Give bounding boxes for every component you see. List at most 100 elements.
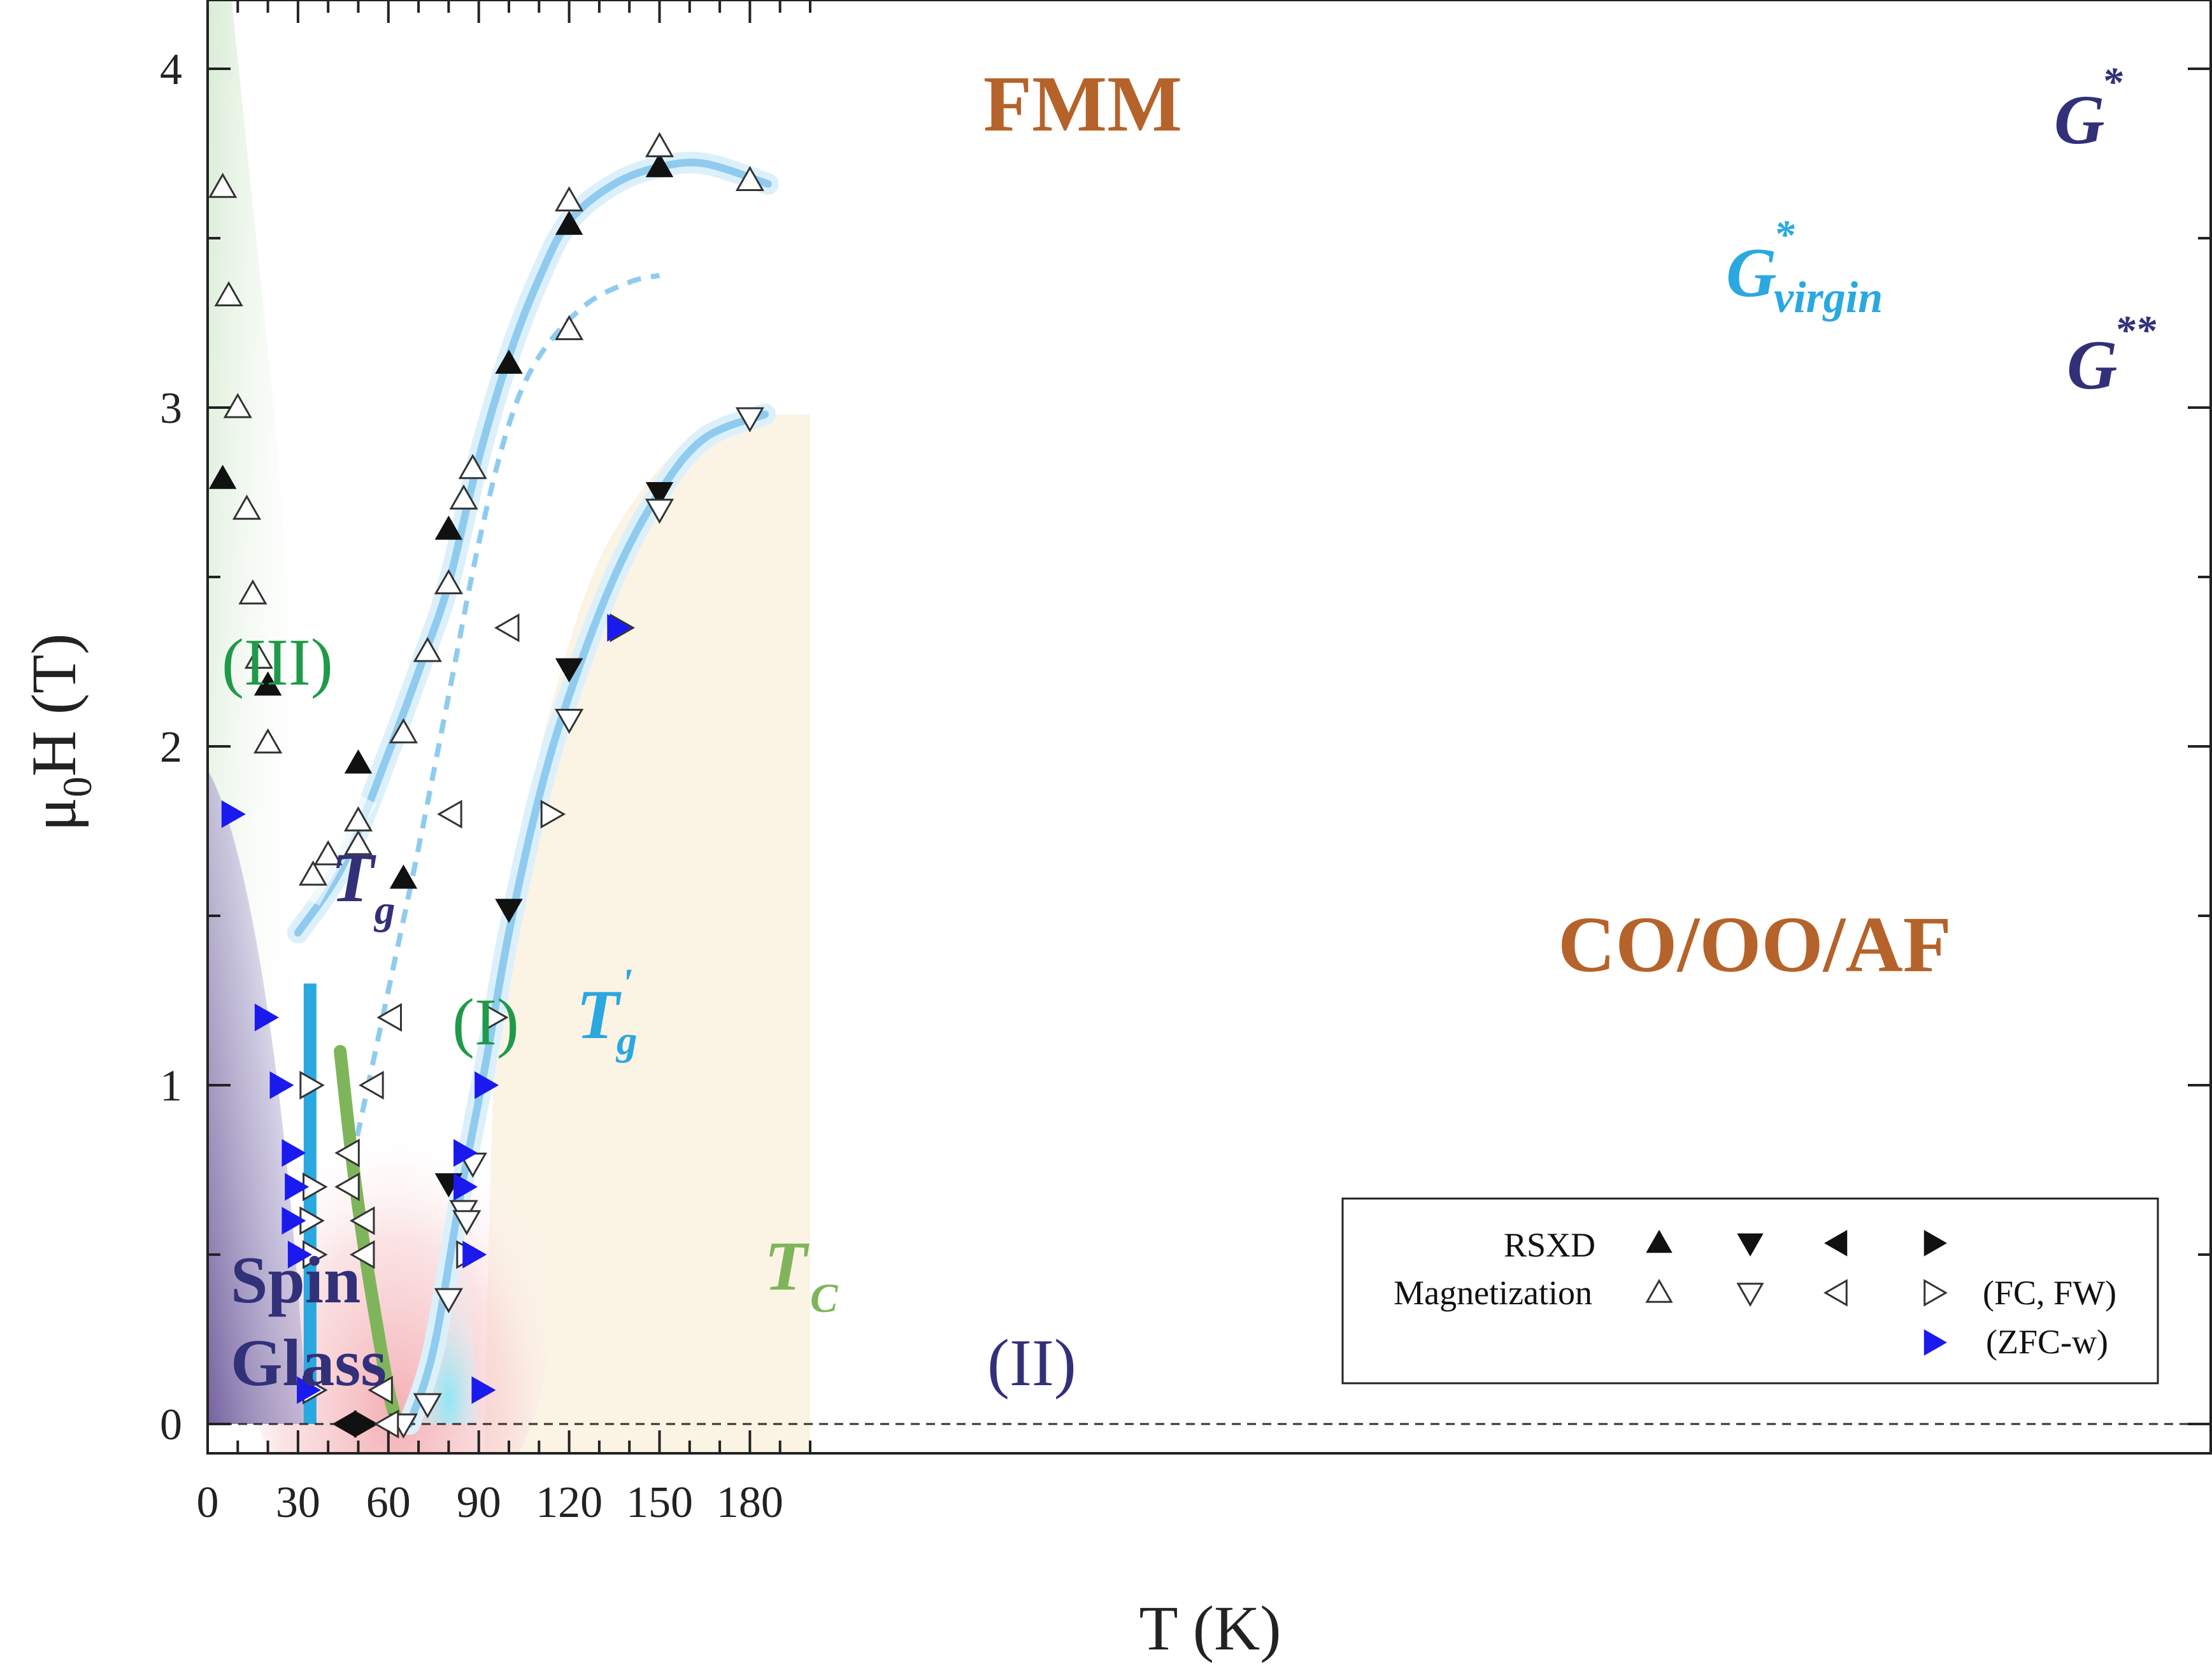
data-point-triangle-up-open (253, 728, 283, 754)
y-axis-title-sub: 0 (55, 776, 101, 797)
data-point-triangle-up-open (458, 453, 487, 480)
data-point-triangle-up-open (214, 281, 243, 306)
y-tick-label: 0 (160, 1400, 182, 1449)
data-point-triangle-up-open (313, 840, 343, 865)
tg-prime-sub: g (615, 1018, 638, 1064)
data-point-triangle-up-filled (495, 349, 523, 374)
data-point-triangle-right-blue (453, 1172, 478, 1201)
region-label-iii: (III) (222, 625, 333, 699)
data-point-triangle-up-open (223, 392, 252, 418)
data-point-triangle-up-filled (253, 671, 282, 696)
data-point-triangle-left-open (437, 799, 462, 829)
legend-marker-mag-triangle-down (1736, 1283, 1764, 1307)
data-point-triangle-right-blue (282, 1207, 306, 1235)
x-tick-label: 120 (536, 1478, 603, 1527)
tc-letter: T (764, 1227, 810, 1305)
data-point-triangle-up-open (413, 637, 442, 662)
x-tick-label: 90 (457, 1478, 501, 1527)
data-point-triangle-left-open (367, 1376, 393, 1405)
data-point-triangle-right-blue (462, 1241, 487, 1269)
x-tick-label: 0 (197, 1478, 219, 1527)
tg-prime-letter: T (576, 976, 622, 1053)
data-point-triangle-right-filled (353, 1410, 378, 1438)
legend-marker-mag-triangle-left (1823, 1279, 1848, 1307)
data-point-triangle-left-open (334, 1138, 360, 1167)
data-point-triangle-left-open (349, 1240, 375, 1269)
data-point-triangle-right-open (299, 1071, 325, 1100)
region-label-i: (I) (452, 985, 519, 1059)
data-point-triangle-up-filled (389, 864, 418, 889)
data-point-triangle-left-open (349, 1206, 375, 1235)
data-point-triangle-right-blue (475, 1071, 499, 1099)
data-point-triangle-up-filled (208, 464, 237, 489)
y-tick-label: 1 (160, 1062, 182, 1111)
region-label-spin: Spin (231, 1242, 360, 1317)
x-tick-label: 150 (626, 1478, 693, 1527)
y-tick-label: 4 (160, 45, 182, 94)
x-tick-label: 180 (717, 1478, 783, 1527)
data-point-triangle-right-blue (282, 1139, 306, 1167)
data-point-triangle-left-open (334, 1172, 360, 1202)
legend-marker-rsxd-triangle-left (1823, 1230, 1848, 1257)
legend: RSXD Magnetization (FC, FW) (ZFC-w) (1341, 1197, 2159, 1385)
data-point-triangle-up-open (645, 132, 674, 157)
line-g-virgin (350, 273, 660, 1160)
tg-sub: g (373, 887, 396, 933)
y-axis-title: μ0H (T) (18, 633, 101, 831)
data-point-triangle-right-blue (285, 1172, 310, 1201)
tg-prime-sup: ' (621, 960, 632, 1006)
legend-mag-label: Magnetization (1394, 1274, 1592, 1312)
data-point-triangle-up-open (343, 830, 373, 855)
data-point-triangle-up-open (555, 315, 584, 341)
legend-marker-mag-triangle-right (1923, 1279, 1948, 1307)
data-point-triangle-down-filled (645, 482, 674, 507)
data-point-triangle-up-filled (344, 749, 373, 774)
g-star-sup: * (2102, 59, 2123, 105)
g-star-star-letter: G (2067, 326, 2117, 404)
x-tick-label: 60 (366, 1478, 411, 1527)
data-point-triangle-up-open (232, 494, 262, 520)
y-axis-title-rest: H (T) (18, 633, 89, 776)
data-point-triangle-up-filled (434, 515, 463, 540)
data-point-triangle-down-open (434, 1288, 463, 1314)
legend-marker-rsxd-triangle-down (1737, 1233, 1764, 1257)
data-point-triangle-up-open (238, 579, 268, 605)
data-point-triangle-right-blue (471, 1376, 496, 1404)
data-point-triangle-up-open (449, 484, 478, 510)
label-g-virgin: G * virgin (1726, 212, 1883, 322)
region-label-ii: (II) (987, 1325, 1076, 1400)
g-star-letter: G (2054, 81, 2104, 159)
data-point-triangle-right-blue (287, 1241, 312, 1269)
g-star-star-sup: ** (2115, 308, 2157, 353)
label-g-star-star: G ** (2067, 308, 2157, 404)
label-tg: T g (331, 839, 396, 933)
legend-zfc-note: (ZFC-w) (1986, 1323, 2108, 1361)
y-axis-title-mu: μ (18, 797, 89, 832)
data-point-triangle-left-open (494, 613, 520, 643)
data-point-triangle-down-open (452, 1210, 482, 1235)
g-virgin-sub: virgin (1774, 273, 1883, 322)
data-point-triangle-up-open (389, 718, 418, 744)
data-point-triangle-down-open (645, 499, 674, 524)
legend-mag-note: (FC, FW) (1983, 1274, 2116, 1312)
plot-frame (206, 0, 2212, 1455)
data-point-triangle-right-open (540, 799, 566, 829)
data-point-triangle-right-open (483, 1003, 509, 1032)
legend-rsxd-label: RSXD (1504, 1226, 1595, 1264)
x-axis-title: T (K) (1139, 1593, 1281, 1663)
data-point-triangle-down-filled (555, 658, 583, 683)
data-point-triangle-up-filled (645, 153, 674, 178)
data-point-triangle-up-open (244, 643, 273, 669)
data-point-triangle-up-open (555, 186, 584, 211)
data-point-triangle-down-filled (495, 899, 523, 923)
region-label-glass: Glass (231, 1325, 387, 1400)
g-virgin-sup: * (1774, 212, 1795, 258)
data-point-triangle-up-open (434, 569, 463, 595)
data-point-triangle-right-blue (254, 1003, 279, 1032)
data-point-triangle-right-blue (221, 800, 246, 829)
data-point-triangle-right-blue (269, 1071, 294, 1099)
data-point-triangle-right-blue (607, 614, 632, 642)
legend-marker-mag-triangle-up (1645, 1278, 1673, 1303)
